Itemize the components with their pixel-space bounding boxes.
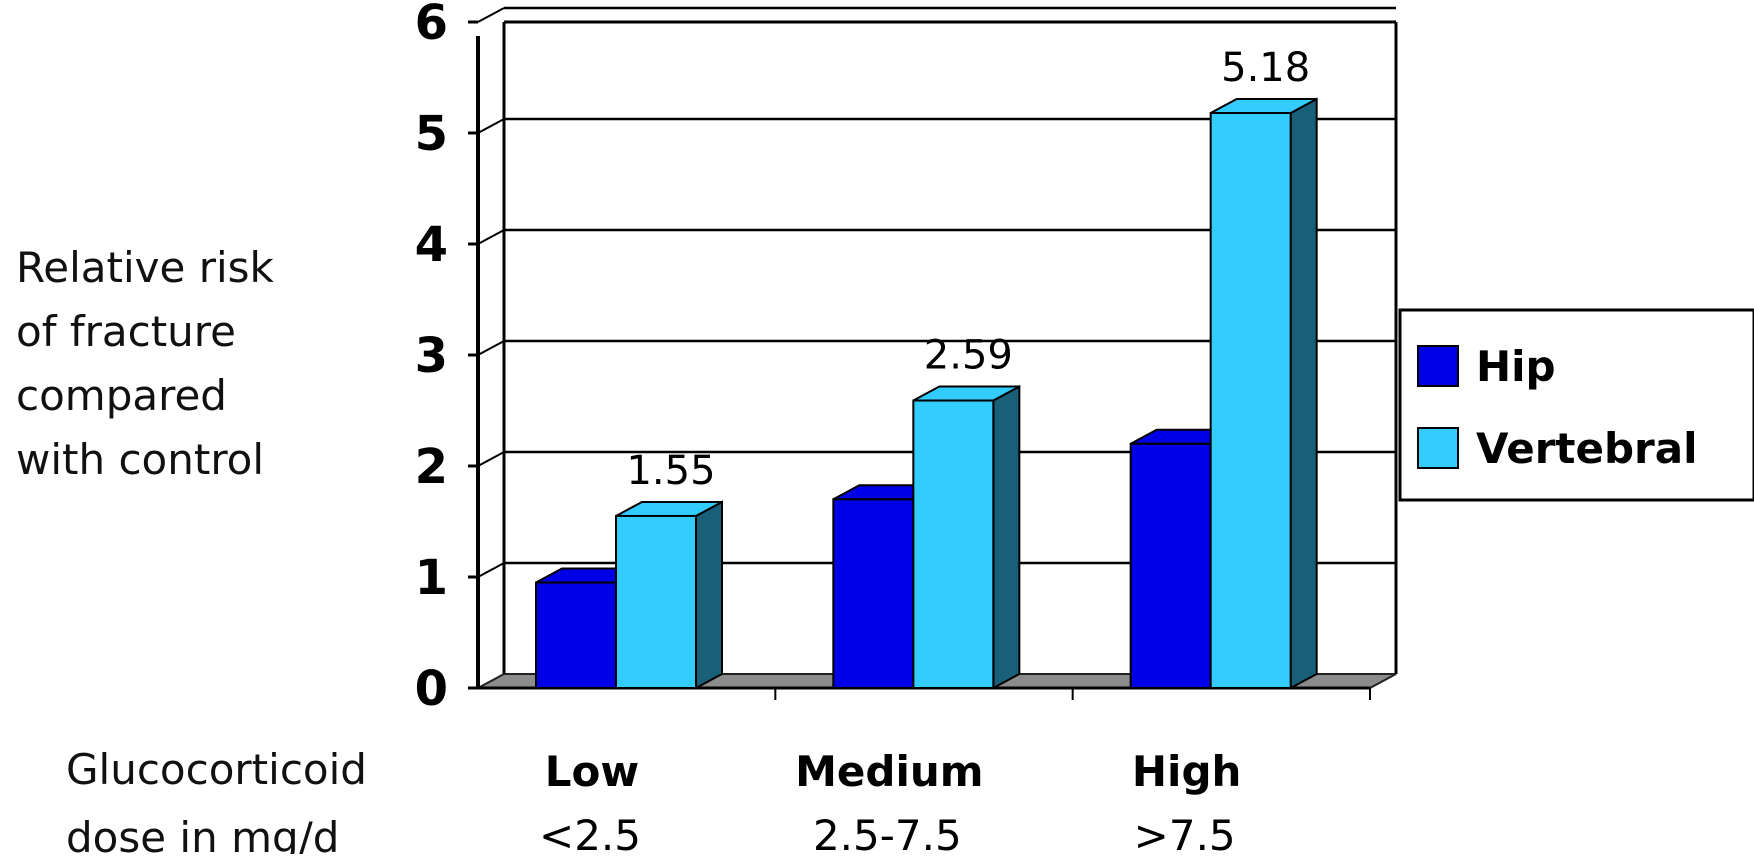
gridline-diagonal xyxy=(477,7,505,23)
legend-swatch-hip xyxy=(1417,345,1459,387)
y-axis-label-line: with control xyxy=(16,435,264,484)
y-tick-label: 6 xyxy=(415,0,448,51)
data-label: 1.55 xyxy=(626,448,715,494)
bar-side xyxy=(992,384,1021,690)
category-subtitle: 2.5-7.5 xyxy=(813,811,962,854)
data-label: 2.59 xyxy=(924,333,1013,379)
gridline-diagonal xyxy=(477,229,505,245)
gridline-diagonal xyxy=(477,562,505,578)
y-tick-label: 1 xyxy=(415,550,448,606)
y-tick-labels: 0 1 2 3 4 5 6 xyxy=(415,0,448,717)
y-tick-label: 3 xyxy=(415,328,448,384)
bar-vertebral-low xyxy=(615,514,697,690)
bar-vertebral-high xyxy=(1209,112,1292,689)
y-tick-label: 5 xyxy=(415,106,448,162)
data-labels: 1.55 2.59 5.18 xyxy=(626,45,1310,494)
category-label: High xyxy=(1132,747,1242,796)
y-tick-label: 2 xyxy=(415,439,448,495)
y-axis-label: Relative risk of fracture compared with con… xyxy=(16,243,275,484)
legend-swatch-vertebral xyxy=(1417,427,1459,469)
bar-side xyxy=(695,500,723,690)
gridline-diagonal xyxy=(477,340,505,356)
bar-side xyxy=(1289,97,1318,690)
y-axis-label-line: compared xyxy=(16,371,227,420)
gridline-diagonal xyxy=(477,451,505,467)
gridline-diagonal xyxy=(477,118,505,134)
bar-hip-medium xyxy=(832,498,915,689)
y-axis-label-line: of fracture xyxy=(16,307,236,356)
x-axis-label: Glucocorticoid dose in mg/d xyxy=(66,745,367,859)
bar-vertebral-medium xyxy=(912,399,995,689)
y-axis-label-line: Relative risk xyxy=(16,243,275,292)
y-tick-label: 0 xyxy=(415,661,448,717)
data-label: 5.18 xyxy=(1221,45,1310,91)
category-subtitle: <2.5 xyxy=(539,811,641,854)
bar-hip-high xyxy=(1129,442,1212,689)
legend-label-vertebral: Vertebral xyxy=(1476,424,1697,473)
category-label: Medium xyxy=(795,747,983,796)
bar-hip-low xyxy=(535,581,617,689)
x-axis-label-line: Glucocorticoid xyxy=(66,745,367,794)
x-axis-label-line: dose in mg/d xyxy=(66,813,339,854)
category-subtitle: >7.5 xyxy=(1134,811,1236,854)
legend-label-hip: Hip xyxy=(1476,342,1556,391)
legend: Hip Vertebral xyxy=(1398,308,1754,502)
category-labels: Low <2.5 Medium 2.5-7.5 High >7.5 xyxy=(539,688,1371,859)
category-label: Low xyxy=(545,747,639,796)
bars xyxy=(535,97,1318,690)
y-tick-label: 4 xyxy=(415,217,448,273)
